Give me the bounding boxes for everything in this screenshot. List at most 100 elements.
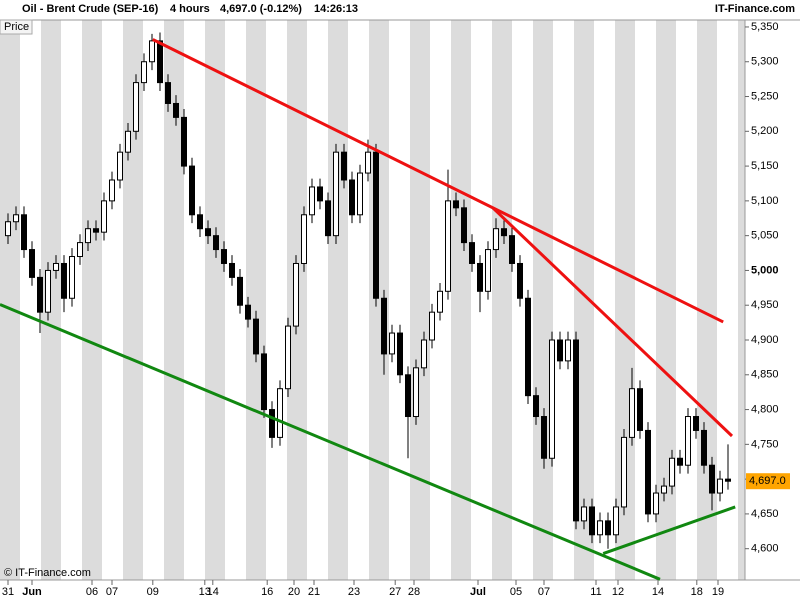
candle-body [565, 339, 571, 362]
marks [0, 32, 736, 581]
candle-body [469, 242, 475, 264]
x-tick-label: 05 [510, 586, 522, 598]
candle-body [325, 200, 331, 237]
candle-body [605, 520, 611, 536]
candle-body [285, 325, 291, 390]
candle-body [701, 429, 707, 466]
candle-body [13, 214, 19, 223]
candle-body [485, 249, 491, 292]
y-tick-label: 5,250 [751, 90, 779, 102]
candle-body [253, 318, 259, 355]
candle-body [725, 478, 731, 482]
candle-body [21, 214, 27, 251]
candle-body [581, 506, 587, 522]
candle-body [693, 416, 699, 431]
x-tick-label: 12 [612, 586, 624, 598]
x-tick-label: 27 [389, 586, 401, 598]
candle-body [133, 82, 139, 132]
y-tick-label: 5,300 [751, 56, 779, 68]
x-tick-label: 14 [207, 586, 219, 598]
x-tick-label: 23 [348, 586, 360, 598]
candle-body [509, 235, 515, 264]
x-tick-label: 09 [147, 586, 159, 598]
candle-body [621, 436, 627, 508]
candle-body [29, 249, 35, 278]
x-tick-label: 11 [590, 586, 601, 598]
y-tick-label: 5,100 [751, 195, 779, 207]
candle-body [389, 332, 395, 355]
candle-body [637, 388, 643, 431]
quote: 4,697.0 (-0.12%) [220, 3, 302, 15]
candle-body [629, 388, 635, 438]
candle-body [149, 40, 155, 63]
y-tick-label: 4,900 [751, 334, 779, 346]
y-tick-label: 5,150 [751, 160, 779, 172]
candle-body [93, 228, 99, 233]
x-tick-label: 31 [2, 586, 14, 598]
y-tick-label: 5,000 [751, 264, 779, 276]
candle-body [685, 416, 691, 466]
y-tick-label: 4,850 [751, 369, 779, 381]
plot-area [0, 20, 745, 580]
y-tick-label: 4,800 [751, 403, 779, 415]
candle-body [717, 478, 723, 494]
candle-body [141, 61, 147, 84]
candle-body [197, 214, 203, 230]
candle-body [309, 186, 315, 216]
candle-body [517, 262, 523, 299]
candle-body [541, 416, 547, 459]
candle-body [677, 457, 683, 466]
candle-body [117, 151, 123, 181]
candle-body [397, 332, 403, 376]
x-tick-label: Jul [470, 586, 486, 598]
candle-body [293, 262, 299, 327]
candle-body [349, 179, 355, 216]
x-tick-label: 18 [691, 586, 703, 598]
candle-body [653, 492, 659, 515]
candle-body [501, 228, 507, 237]
x-tick-label: 06 [86, 586, 98, 598]
candle-body [437, 290, 443, 313]
candle-body [413, 367, 419, 418]
candle-body [69, 256, 75, 299]
candle-body [557, 339, 563, 362]
candle-body [597, 520, 603, 536]
y-tick-label: 4,750 [751, 438, 779, 450]
candle-body [173, 102, 179, 118]
candle-body [101, 200, 107, 233]
candle-body [709, 464, 715, 494]
candle-body [341, 151, 347, 181]
panel-label: Price [4, 21, 29, 33]
candle-body [477, 262, 483, 292]
candle-body [245, 304, 251, 320]
candle-body [77, 242, 83, 258]
candle-body [277, 388, 283, 438]
candle-body [221, 249, 227, 264]
candle-body [357, 172, 363, 216]
candle-body [157, 40, 163, 84]
candle-body [237, 276, 243, 306]
candle-body [5, 221, 11, 237]
trendline [0, 303, 661, 581]
candle-body [405, 374, 411, 418]
candle-body [669, 457, 675, 487]
candle-body [269, 409, 275, 438]
copyright: © IT-Finance.com [4, 567, 91, 579]
x-tick-label: 07 [538, 586, 550, 598]
candle-body [525, 297, 531, 397]
x-tick-label: 28 [408, 586, 420, 598]
y-tick-label: 4,650 [751, 508, 779, 520]
header-bar [0, 0, 800, 20]
candle-body [365, 151, 371, 174]
trendline [152, 38, 724, 324]
x-tick-label: 19 [712, 586, 724, 598]
chart-title: Oil - Brent Crude (SEP-16) [22, 3, 159, 15]
time: 14:26:13 [314, 3, 358, 15]
interval: 4 hours [170, 3, 210, 15]
last-price-box [746, 473, 790, 490]
candle-body [229, 262, 235, 278]
candle-body [453, 200, 459, 209]
candle-body [461, 207, 467, 244]
candle-body [261, 353, 267, 411]
